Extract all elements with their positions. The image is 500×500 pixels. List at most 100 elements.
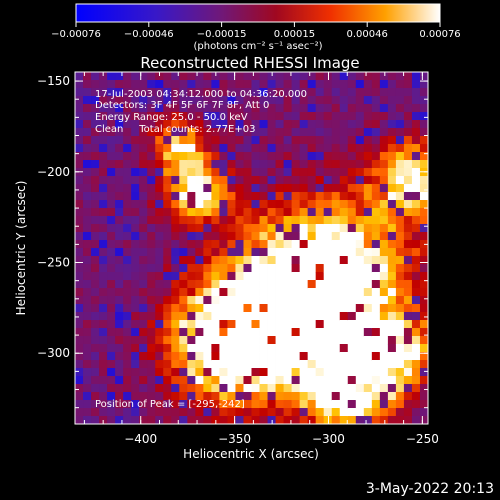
heatmap-cell xyxy=(331,360,341,369)
heatmap-cell xyxy=(187,272,196,281)
heatmap-cell xyxy=(147,256,156,265)
heatmap-cell xyxy=(275,344,284,353)
heatmap-cell xyxy=(187,120,196,129)
heatmap-cell xyxy=(131,176,140,185)
heatmap-cell xyxy=(211,120,220,129)
heatmap-cell xyxy=(75,392,84,401)
heatmap-cell xyxy=(323,368,333,377)
heatmap-cell xyxy=(147,200,156,209)
heatmap-cell xyxy=(395,160,405,169)
heatmap-cell xyxy=(139,288,148,297)
heatmap-cell xyxy=(267,360,276,369)
heatmap-cell xyxy=(83,208,92,217)
heatmap-cell xyxy=(411,256,421,265)
heatmap-cell xyxy=(179,104,188,113)
heatmap-cell xyxy=(227,328,236,337)
heatmap-cell xyxy=(299,320,309,329)
heatmap-cell xyxy=(179,304,188,313)
heatmap-cell xyxy=(195,224,204,233)
heatmap-cell xyxy=(243,256,252,265)
heatmap-cell xyxy=(259,368,268,377)
heatmap-cell xyxy=(211,200,220,209)
heatmap-cell xyxy=(395,376,405,385)
heatmap-cell xyxy=(187,376,196,385)
heatmap-cell xyxy=(83,72,92,81)
heatmap-cell xyxy=(291,264,301,273)
heatmap-cell xyxy=(235,392,244,401)
heatmap-cell xyxy=(395,104,405,113)
heatmap-cell xyxy=(267,80,276,89)
heatmap-cell xyxy=(83,96,92,105)
heatmap-cell xyxy=(107,304,116,313)
heatmap-cell xyxy=(347,104,357,113)
heatmap-cell xyxy=(315,168,325,177)
heatmap-cell xyxy=(211,112,220,121)
heatmap-cell xyxy=(163,136,172,145)
x-axis: −400 −350 −300 −250 xyxy=(83,72,439,446)
heatmap-cell xyxy=(347,296,357,305)
heatmap-cell xyxy=(83,152,92,161)
heatmap-cell xyxy=(331,136,341,145)
heatmap-cell xyxy=(115,272,124,281)
heatmap-cell xyxy=(91,272,100,281)
heatmap-cell xyxy=(171,184,180,193)
heatmap-cell xyxy=(131,160,140,169)
heatmap-cell xyxy=(387,80,397,89)
heatmap-cell xyxy=(203,216,212,225)
colorbar-units-label: (photons cm⁻² s⁻¹ asec⁻²) xyxy=(193,41,322,52)
heatmap-cell xyxy=(187,176,196,185)
heatmap-cell xyxy=(123,288,132,297)
heatmap-cell xyxy=(267,352,276,361)
heatmap-cell xyxy=(211,264,220,273)
heatmap-cell xyxy=(315,392,325,401)
heatmap-cell xyxy=(171,144,180,153)
heatmap-cell xyxy=(91,160,100,169)
heatmap-cell xyxy=(403,192,413,201)
heatmap-cell xyxy=(419,352,429,361)
heatmap-cell xyxy=(307,352,317,361)
heatmap-cell xyxy=(379,168,389,177)
heatmap-cell xyxy=(419,376,429,385)
heatmap-cell xyxy=(139,304,148,313)
heatmap-cell xyxy=(99,192,108,201)
heatmap-cell xyxy=(371,384,381,393)
heatmap-cell xyxy=(387,416,397,425)
heatmap-cell xyxy=(203,296,212,305)
heatmap-cell xyxy=(219,288,228,297)
heatmap-cell xyxy=(211,192,220,201)
heatmap-cell xyxy=(315,128,325,137)
heatmap-cell xyxy=(371,224,381,233)
heatmap-cell xyxy=(75,216,84,225)
heatmap-cell xyxy=(211,376,220,385)
heatmap-cell xyxy=(347,384,357,393)
heatmap-cell xyxy=(155,376,164,385)
heatmap-cell xyxy=(403,240,413,249)
heatmap-cell xyxy=(291,240,301,249)
heatmap-cell xyxy=(323,400,333,409)
heatmap-cell xyxy=(251,280,260,289)
heatmap-cell xyxy=(339,224,349,233)
heatmap-cell xyxy=(323,144,333,153)
heatmap-cell xyxy=(299,336,309,345)
heatmap-cell xyxy=(403,96,413,105)
heatmap-cell xyxy=(107,312,116,321)
heatmap-cell xyxy=(355,416,365,425)
heatmap-cell xyxy=(115,136,124,145)
heatmap-cell xyxy=(291,344,301,353)
heatmap-cell xyxy=(323,248,333,257)
heatmap-cell xyxy=(75,296,84,305)
heatmap-cell xyxy=(267,304,276,313)
heatmap-cell xyxy=(267,240,276,249)
heatmap-cell xyxy=(235,248,244,257)
heatmap-cell xyxy=(419,128,429,137)
heatmap-cell xyxy=(419,336,429,345)
heatmap-cell xyxy=(403,200,413,209)
heatmap-cell xyxy=(243,120,252,129)
heatmap-cell xyxy=(283,328,293,337)
heatmap-cell xyxy=(83,88,92,97)
heatmap-cell xyxy=(403,368,413,377)
heatmap-cell xyxy=(139,176,148,185)
heatmap-cell xyxy=(307,224,317,233)
heatmap-cell xyxy=(283,304,293,313)
heatmap-cell xyxy=(403,80,413,89)
